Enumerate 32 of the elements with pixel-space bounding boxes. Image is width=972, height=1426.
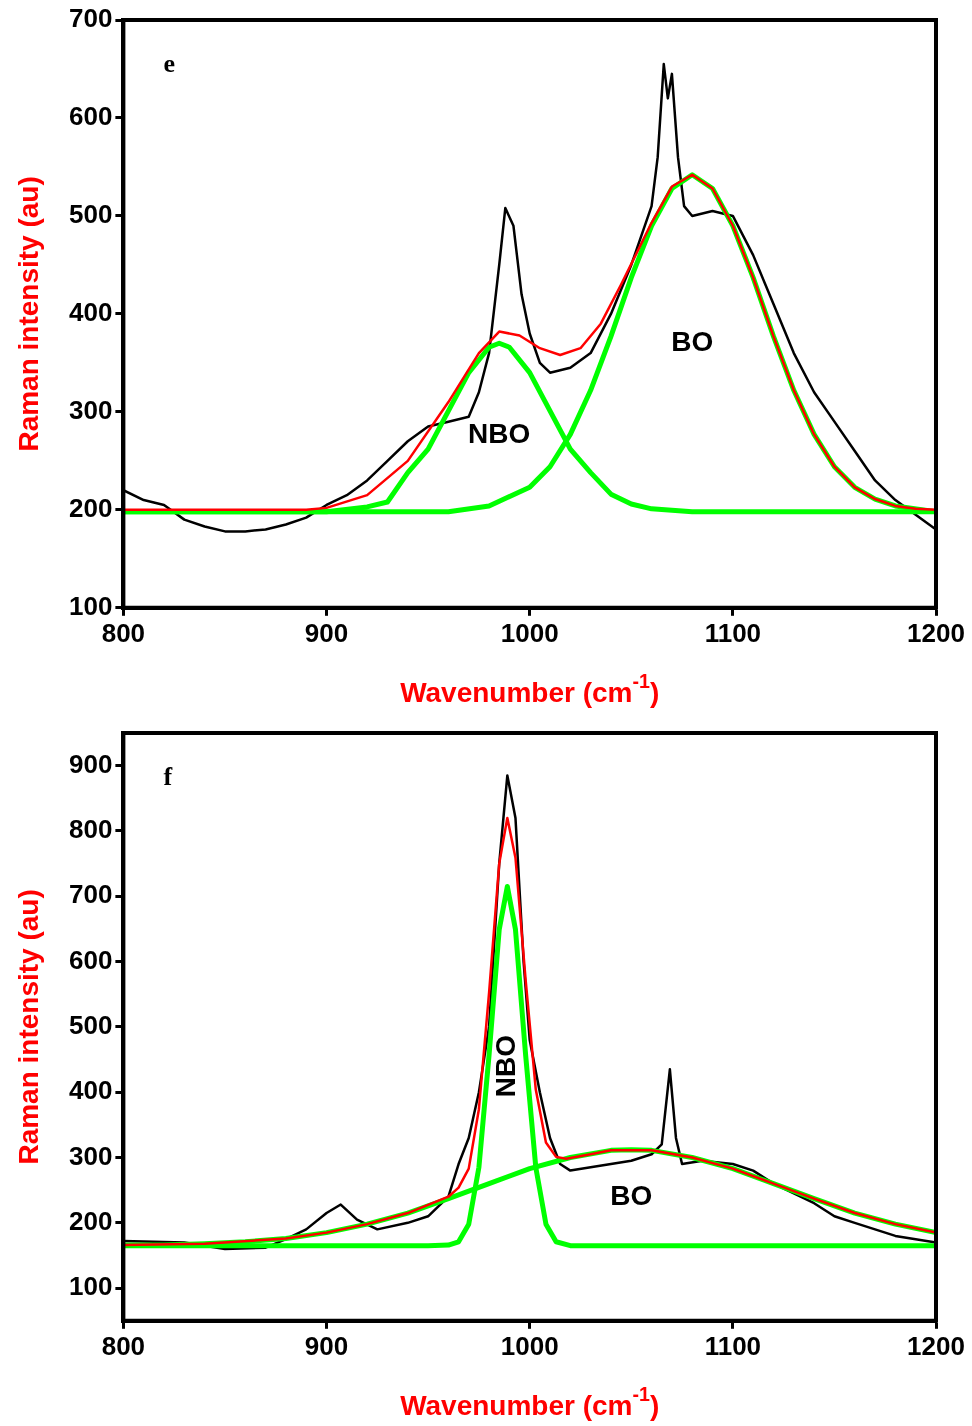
y-tick-label: 600 [68, 944, 113, 975]
x-tick-label: 800 [101, 1330, 146, 1361]
y-tick-label: 800 [68, 814, 113, 845]
y-axis-title: Raman intensity (au) [12, 176, 44, 452]
y-tick-label: 400 [68, 297, 113, 328]
annotation: e [163, 48, 175, 78]
text: NBO [490, 1034, 522, 1098]
x-tick-label: 1000 [500, 617, 559, 648]
y-tick-label: 200 [68, 1206, 113, 1237]
x-tick-label: 1200 [907, 1330, 965, 1361]
y-tick-label: 100 [68, 1271, 113, 1302]
x-tick-label: 1100 [704, 617, 762, 648]
x-tick-label: 1200 [907, 617, 965, 648]
y-tick-label: 700 [68, 879, 113, 910]
x-tick-label: 1000 [500, 1330, 559, 1361]
x-tick-label: 900 [304, 1330, 349, 1361]
y-tick-label: 400 [68, 1075, 113, 1106]
x-tick-label: 900 [304, 617, 349, 648]
y-tick-label: 700 [68, 3, 113, 34]
series-label: BO [610, 1180, 653, 1212]
annotation: f [163, 761, 173, 791]
y-axis-title: Raman intensity (au) [12, 889, 44, 1165]
y-tick-label: 300 [68, 1140, 113, 1171]
y-tick-label: 500 [68, 1010, 113, 1041]
y-tick-label: 600 [68, 101, 113, 132]
series-label: BO [671, 326, 714, 358]
series-label: NBO [468, 418, 531, 450]
y-tick-label: 200 [68, 493, 113, 524]
y-tick-label: 300 [68, 395, 113, 426]
y-tick-label: 900 [68, 748, 113, 779]
x-tick-label: 1100 [704, 1330, 762, 1361]
y-tick-label: 500 [68, 199, 113, 230]
